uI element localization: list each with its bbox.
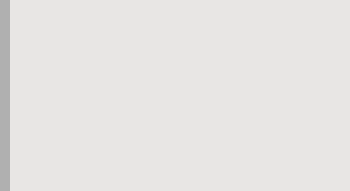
Text: d. F/2: d. F/2	[78, 163, 101, 172]
Text: distance from each other as shown in the figure. The wire C experiences net forc: distance from each other as shown in the…	[60, 16, 350, 25]
Text: force on wire C, when the current in wire A is reversed will be: force on wire C, when the current in wir…	[60, 24, 296, 33]
Text: Select one:: Select one:	[60, 108, 108, 117]
Text: Three infinitely long parallel straight current carrying wires A, B and C are ke: Three infinitely long parallel straight …	[60, 8, 350, 17]
Text: of: of	[4, 66, 12, 74]
Text: x: x	[99, 32, 105, 41]
Text: I: I	[110, 54, 112, 63]
Text: a. 2F: a. 2F	[78, 116, 98, 125]
Text: I: I	[135, 54, 137, 63]
Text: x: x	[124, 32, 130, 41]
Text: b. 0: b. 0	[78, 131, 94, 141]
Text: c. F: c. F	[78, 147, 93, 156]
Text: estion: estion	[5, 94, 11, 116]
Text: C: C	[125, 85, 131, 94]
Text: B: B	[100, 85, 106, 94]
Text: 2I: 2I	[64, 54, 72, 63]
Text: A: A	[75, 85, 81, 94]
